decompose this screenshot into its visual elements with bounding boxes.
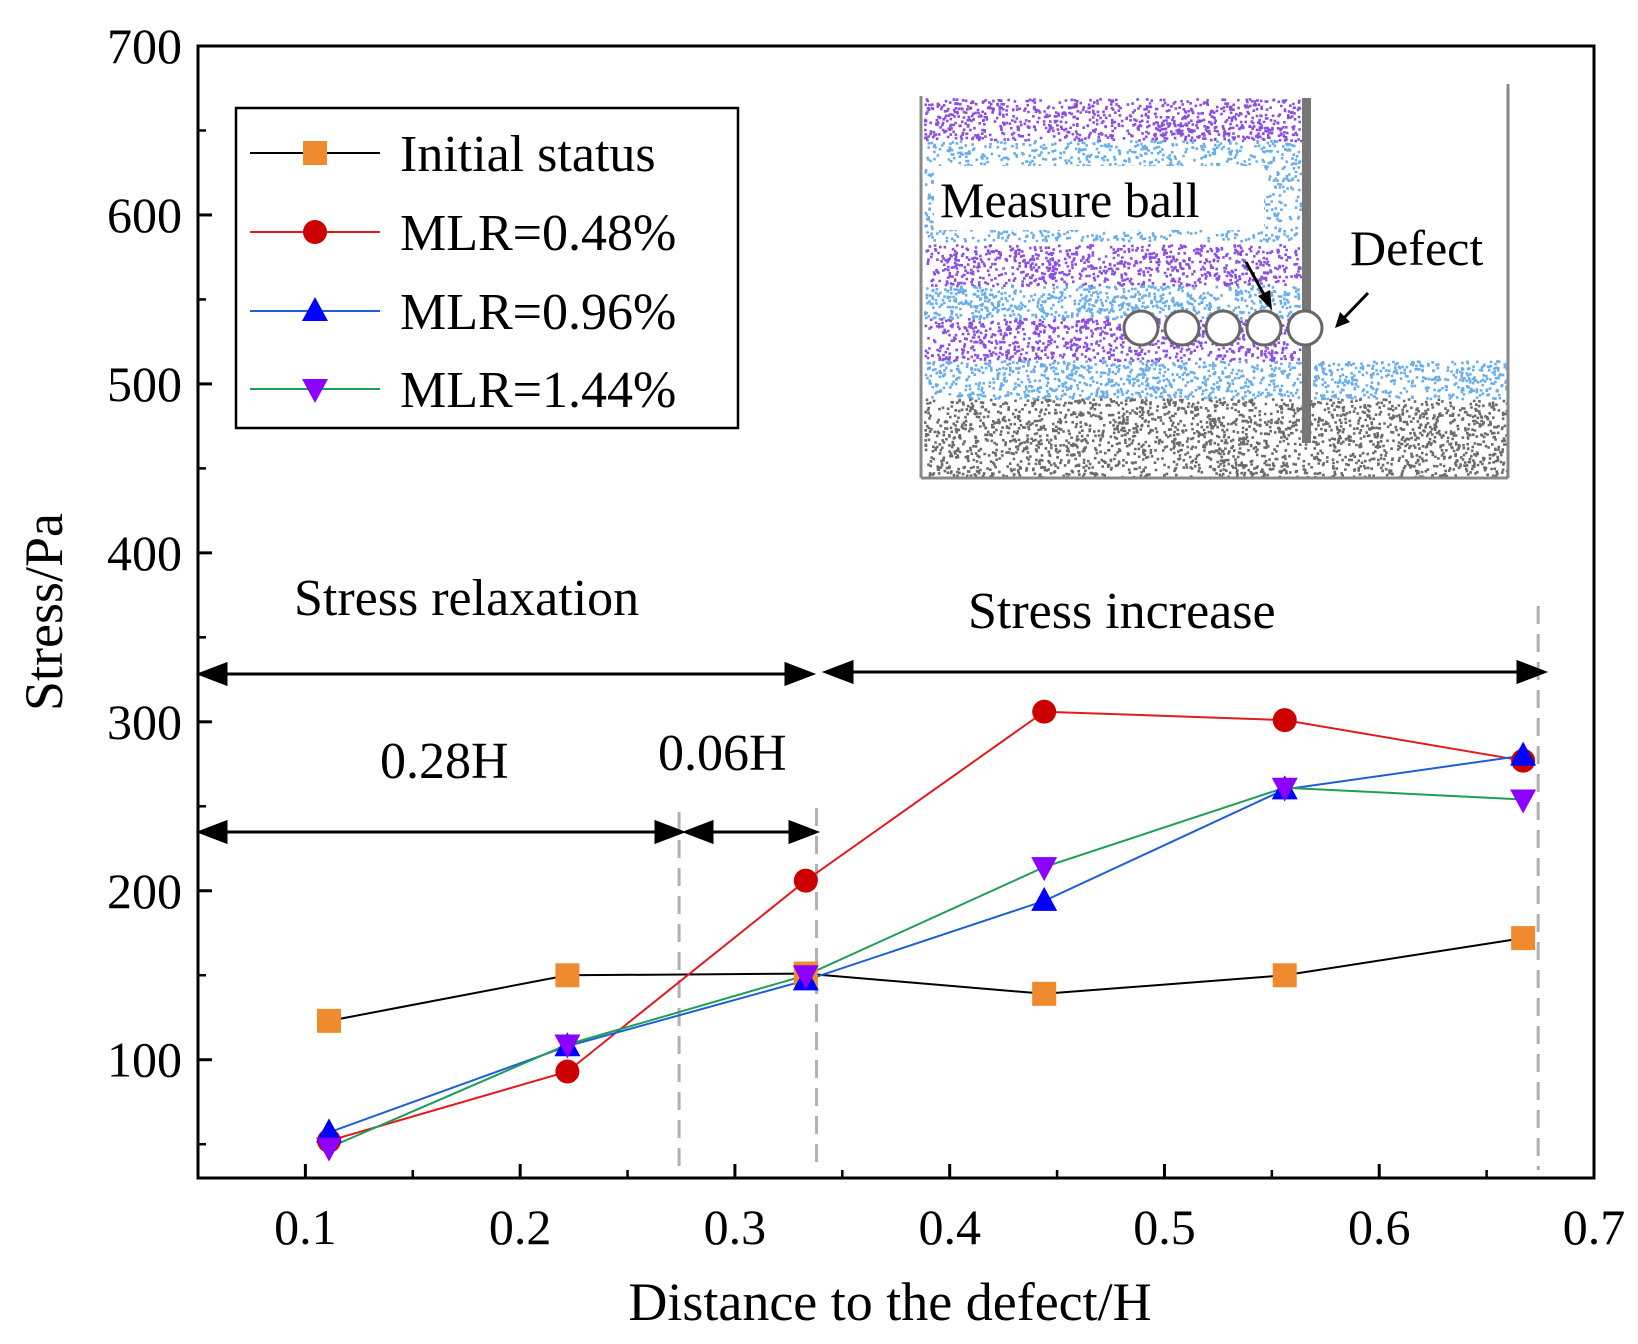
span-028-arrowhead-right [654,819,687,845]
relaxation-arrowhead-right [784,661,817,687]
y-tick-label: 100 [107,1032,182,1088]
label-028h: 0.28H [380,733,509,790]
legend-item: MLR=0.48% [250,205,676,262]
series-line [328,786,1524,1149]
data-point [1510,789,1537,814]
legend-label: MLR=0.48% [400,205,676,262]
legend-label: MLR=0.96% [400,284,676,341]
y-tick-label: 300 [107,694,182,750]
data-point [1031,857,1058,882]
particles-purple-layer [925,244,1303,288]
data-point [1510,741,1537,766]
y-tick-label: 700 [107,18,182,74]
x-tick-label: 0.2 [489,1199,552,1255]
series-mlr-0-96- [328,754,1524,1134]
data-point [792,965,819,990]
y-tick-label: 200 [107,863,182,919]
data-point [302,379,328,403]
x-tick-label: 0.3 [704,1199,767,1255]
inset-simulation: Measure ball Defect [918,84,1512,480]
span-006-arrowhead-left [681,819,714,845]
label-006h: 0.06H [658,725,787,782]
data-point [1271,777,1298,802]
data-point [1272,963,1297,988]
inset-arrows [1244,261,1370,328]
increase-arrowhead-left [821,659,854,685]
measure-ball [1245,309,1283,347]
legend-item: MLR=1.44% [250,362,676,419]
y-tick-label: 400 [107,525,182,581]
data-point [554,1034,581,1059]
y-axis-title: Stress/Pa [14,513,74,711]
relaxation-arrowhead-left [195,661,228,687]
data-point [793,868,818,893]
x-tick-label: 0.4 [918,1199,981,1255]
legend-label: Initial status [400,126,656,183]
y-tick-label: 500 [107,356,182,412]
series-line [328,937,1524,1022]
inset-label-box [934,166,1264,230]
x-axis-title: Distance to the defect/H [628,1272,1151,1332]
defect-arrowhead [1335,312,1350,328]
data-point [303,220,327,244]
data-point [1032,981,1057,1006]
data-point [317,1008,342,1033]
series-mlr-1-44- [328,786,1524,1149]
particles-purple-layer [924,318,1302,363]
data-point [1032,699,1057,724]
x-tick-label: 0.5 [1133,1199,1196,1255]
series-layer [316,699,1537,1162]
data-point [316,1118,343,1143]
data-point [555,1059,580,1084]
measure-ball [1163,309,1201,347]
increase-arrowhead-right [1516,659,1549,685]
series-markers [316,741,1537,1143]
x-tick-label: 0.1 [274,1199,337,1255]
data-point [1272,708,1297,733]
data-point [555,963,580,988]
series-line [328,754,1524,1134]
particles-blue-layer [1312,360,1509,401]
particles-gray-layer [924,398,1509,479]
measure-arrowhead [1258,290,1272,310]
annotation-arrows [195,659,1549,845]
legend-item: MLR=0.96% [250,284,676,341]
legend-item: Initial status [250,126,656,183]
particles-purple-layer [924,98,1303,143]
plot-frame [196,44,1596,1180]
measure-ball [1122,309,1160,347]
measure-balls [1122,309,1324,347]
span-028-arrowhead-left [195,819,228,845]
data-point [1511,926,1536,951]
axes-layer: 0.1 0.2 0.3 0.4 0.5 0.6 0.7 100 200 300 400 500 600 7… [107,18,1625,1255]
data-point [302,297,328,321]
increase-label: Stress increase [968,583,1276,640]
defect-arrow [1340,291,1370,322]
series-initial-status [328,937,1524,1022]
inset-gate [1302,98,1311,443]
measure-ball [1204,309,1242,347]
data-point [303,141,327,165]
legend-label: MLR=1.44% [400,362,676,419]
x-tick-label: 0.7 [1563,1199,1626,1255]
x-tick-label: 0.6 [1348,1199,1411,1255]
data-point [1031,886,1058,911]
inset-defect-label: Defect [1350,220,1483,276]
series-markers [317,926,1536,1033]
series-markers [316,777,1537,1162]
series-line [328,710,1524,1142]
legend: Initial status MLR=0.48% MLR=0.96% MLR=1.44… [250,126,676,419]
data-point [316,1137,343,1162]
relaxation-label: Stress relaxation [294,570,639,627]
span-006-arrowhead-right [788,819,821,845]
measure-ball [1286,309,1324,347]
particles-blue-layer [924,360,1303,401]
series-mlr-0-48- [328,710,1524,1142]
inset-measure-label: Measure ball [940,172,1200,228]
y-tick-label: 600 [107,187,182,243]
particles-blue-layer [924,285,1302,321]
